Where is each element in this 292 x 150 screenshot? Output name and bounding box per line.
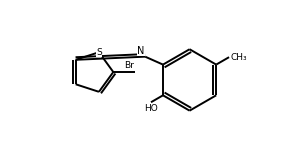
Text: N: N xyxy=(138,46,145,56)
Text: Br: Br xyxy=(124,61,134,70)
Text: S: S xyxy=(96,48,102,57)
Text: CH₃: CH₃ xyxy=(230,53,247,62)
Text: HO: HO xyxy=(144,104,158,113)
